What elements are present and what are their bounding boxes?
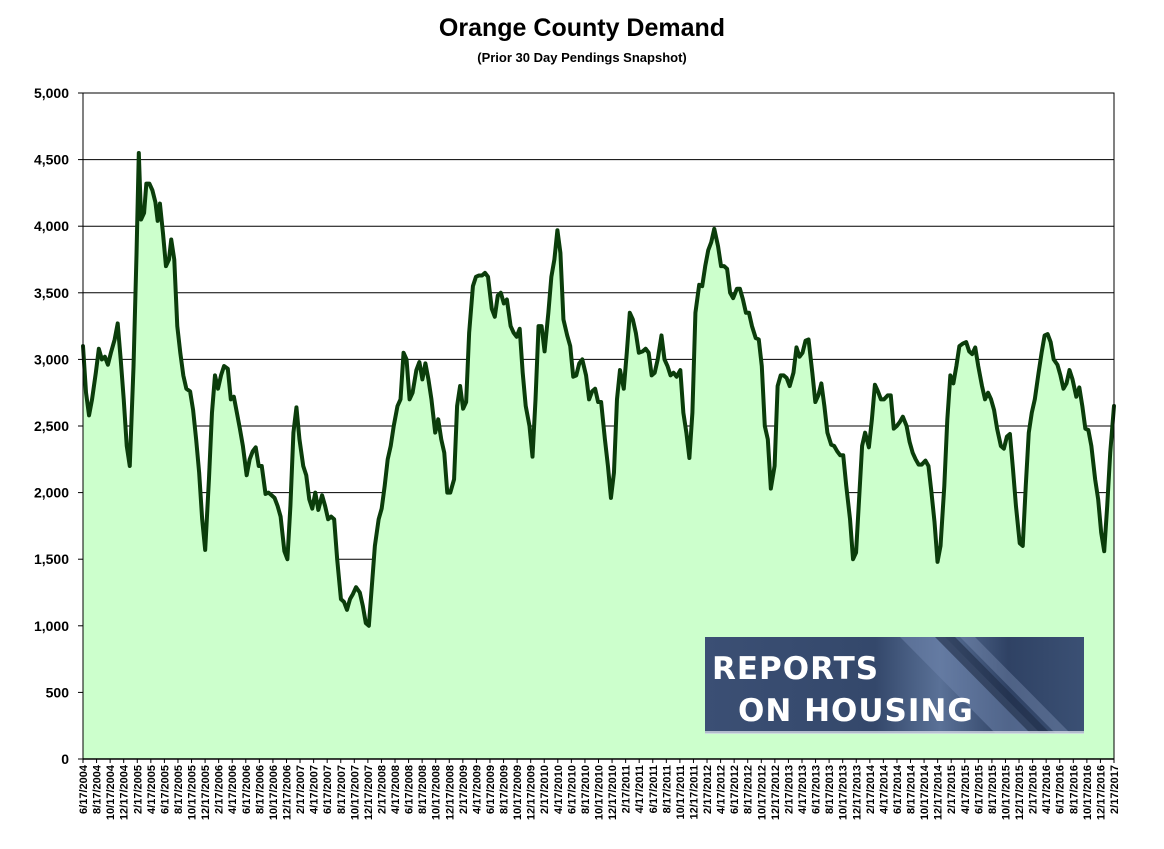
x-tick-label: 12/17/2006 [281, 765, 293, 820]
x-tick-label: 2/17/2016 [1028, 765, 1040, 814]
x-tick-label: 4/17/2012 [716, 765, 728, 814]
x-tick-label: 4/17/2008 [390, 765, 402, 814]
x-tick-label: 6/17/2016 [1055, 765, 1067, 814]
x-tick-label: 10/17/2007 [349, 765, 361, 820]
x-tick-label: 12/17/2011 [688, 765, 700, 819]
y-tick-label: 4,000 [34, 218, 69, 234]
x-tick-label: 6/17/2015 [973, 765, 985, 814]
y-tick-label: 3,000 [34, 351, 69, 367]
x-tick-label: 6/17/2007 [322, 765, 334, 814]
x-tick-label: 8/17/2007 [336, 765, 348, 814]
x-tick-label: 8/17/2004 [92, 764, 104, 814]
chart-subtitle: (Prior 30 Day Pendings Snapshot) [477, 50, 687, 65]
x-tick-label: 10/17/2013 [838, 765, 850, 820]
y-tick-label: 3,500 [34, 285, 69, 301]
x-tick-label: 2/17/2010 [539, 765, 551, 814]
logo-line-2: ON HOUSING [738, 693, 974, 729]
x-tick-label: 4/17/2013 [797, 765, 809, 814]
x-tick-label: 2/17/2005 [132, 765, 144, 814]
x-tick-label: 10/17/2015 [1000, 765, 1012, 820]
x-tick-label: 8/17/2006 [254, 765, 266, 814]
x-tick-label: 8/17/2008 [417, 765, 429, 814]
x-tick-label: 4/17/2014 [878, 764, 890, 814]
x-tick-label: 12/17/2010 [607, 765, 619, 820]
x-tick-label: 2/17/2008 [376, 765, 388, 814]
x-tick-label: 12/17/2004 [119, 764, 131, 820]
y-tick-label: 500 [46, 684, 70, 700]
x-tick-label: 12/17/2016 [1095, 765, 1107, 820]
y-tick-label: 2,500 [34, 418, 69, 434]
reports-on-housing-logo: REPORTS ON HOUSING [705, 637, 1084, 734]
x-tick-label: 4/17/2011 [634, 765, 646, 813]
x-tick-label: 4/17/2005 [146, 765, 158, 814]
x-tick-label: 12/17/2008 [444, 765, 456, 820]
y-tick-label: 0 [61, 751, 69, 767]
x-tick-label: 6/17/2014 [892, 764, 904, 814]
x-tick-label: 6/17/2012 [729, 765, 741, 814]
x-tick-label: 10/17/2014 [919, 764, 931, 820]
x-tick-label: 8/17/2012 [743, 765, 755, 814]
x-tick-label: 8/17/2005 [173, 765, 185, 814]
x-tick-label: 10/17/2011 [675, 765, 687, 819]
y-tick-label: 4,500 [34, 152, 69, 168]
x-tick-label: 6/17/2013 [811, 765, 823, 814]
x-tick-label: 2/17/2006 [214, 765, 226, 814]
x-tick-label: 2/17/2014 [865, 764, 877, 814]
x-tick-label: 12/17/2007 [363, 765, 375, 820]
x-tick-label: 10/17/2005 [187, 765, 199, 820]
logo-line-1: REPORTS [712, 651, 879, 687]
y-axis: 0 500 1,000 1,500 2,000 2,500 3,000 3,500 4,000 4… [34, 85, 83, 767]
x-axis: 6/17/2004 8/17/2004 10/17/2004 12/17/2004 2/… [78, 759, 1121, 820]
y-tick-label: 1,500 [34, 551, 69, 567]
x-tick-label: 6/17/2009 [485, 765, 497, 814]
x-tick-label: 12/17/2015 [1014, 765, 1026, 820]
x-tick-label: 10/17/2009 [512, 765, 524, 820]
area-fill [83, 152, 1114, 759]
x-tick-label: 8/17/2015 [987, 765, 999, 814]
x-tick-label: 8/17/2010 [580, 765, 592, 814]
chart-title: Orange County Demand [438, 14, 726, 42]
x-tick-label: 2/17/2015 [946, 765, 958, 814]
x-tick-label: 6/17/2004 [78, 764, 90, 814]
x-tick-label: 8/17/2011 [661, 765, 673, 813]
x-tick-label: 8/17/2014 [906, 764, 918, 814]
x-tick-label: 12/17/2014 [933, 764, 945, 820]
x-tick-label: 12/17/2013 [851, 765, 863, 820]
x-tick-label: 6/17/2010 [566, 765, 578, 814]
x-tick-label: 6/17/2005 [159, 765, 171, 814]
y-tick-label: 2,000 [34, 485, 69, 501]
x-tick-label: 2/17/2007 [295, 765, 307, 814]
x-tick-label: 2/17/2017 [1109, 765, 1121, 814]
y-tick-label: 5,000 [34, 85, 69, 101]
x-tick-label: 12/17/2012 [770, 765, 782, 820]
x-tick-label: 8/17/2013 [824, 765, 836, 814]
x-tick-label: 2/17/2009 [458, 765, 470, 814]
x-tick-label: 4/17/2016 [1041, 765, 1053, 814]
x-tick-label: 8/17/2016 [1068, 765, 1080, 814]
x-tick-label: 10/17/2016 [1082, 765, 1094, 820]
x-tick-label: 10/17/2010 [594, 765, 606, 820]
x-tick-label: 4/17/2015 [960, 765, 972, 814]
x-tick-label: 4/17/2010 [553, 765, 565, 814]
x-tick-label: 2/17/2011 [621, 765, 633, 813]
x-tick-label: 10/17/2008 [431, 765, 443, 820]
x-tick-label: 6/17/2008 [404, 765, 416, 814]
y-tick-label: 1,000 [34, 618, 69, 634]
x-tick-label: 12/17/2005 [200, 765, 212, 820]
series-line [81, 150, 1116, 628]
x-tick-label: 10/17/2004 [105, 764, 117, 820]
x-tick-label: 2/17/2012 [702, 765, 714, 814]
x-tick-label: 4/17/2009 [471, 765, 483, 814]
x-tick-label: 2/17/2013 [783, 765, 795, 814]
x-tick-label: 4/17/2007 [309, 765, 321, 814]
x-tick-label: 4/17/2006 [227, 765, 239, 814]
x-tick-label: 8/17/2009 [499, 765, 511, 814]
x-tick-label: 10/17/2012 [756, 765, 768, 820]
x-tick-label: 6/17/2006 [241, 765, 253, 814]
x-tick-label: 12/17/2009 [526, 765, 538, 820]
x-tick-label: 6/17/2011 [648, 765, 660, 813]
x-tick-label: 10/17/2006 [268, 765, 280, 820]
